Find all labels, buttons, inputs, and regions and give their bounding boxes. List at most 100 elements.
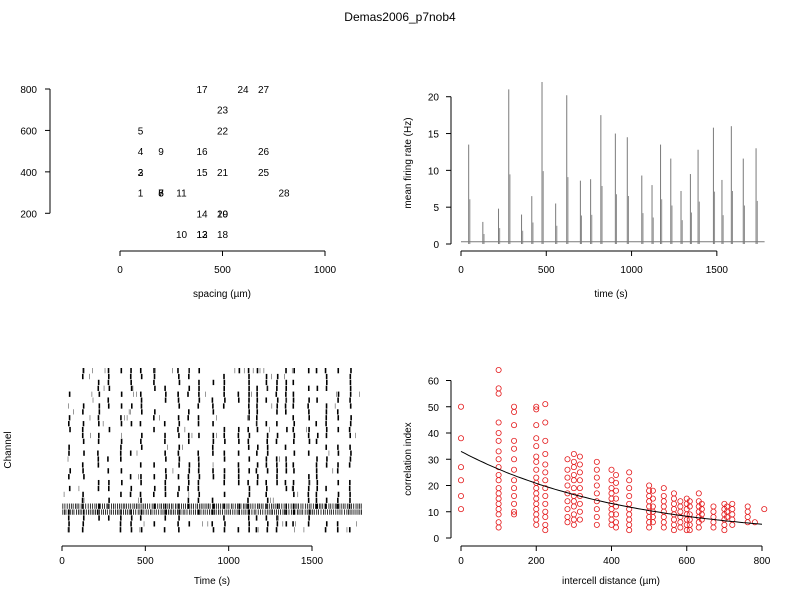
- data-point: [613, 495, 620, 502]
- data-point: [533, 458, 540, 465]
- data-point: [495, 490, 502, 497]
- data-point: [626, 516, 633, 523]
- data-point: [608, 477, 615, 484]
- data-point: [576, 469, 583, 476]
- data-point: [542, 469, 549, 476]
- y-axis-title: mean firing rate (Hz): [403, 117, 414, 208]
- data-point: [593, 521, 600, 528]
- data-point: [710, 508, 717, 515]
- electrode-label: 5: [138, 126, 144, 137]
- data-point: [576, 461, 583, 468]
- data-point: [533, 403, 540, 410]
- data-point: [495, 437, 502, 444]
- data-point: [511, 408, 518, 415]
- data-point: [564, 519, 571, 526]
- data-point: [683, 516, 690, 523]
- data-point: [710, 519, 717, 526]
- y-tick-label: 30: [428, 455, 440, 466]
- x-tick-label: 800: [754, 556, 771, 567]
- data-point: [457, 506, 464, 513]
- x-tick-label: 1500: [706, 265, 729, 276]
- data-point: [649, 503, 656, 510]
- data-point: [570, 503, 577, 510]
- data-point: [570, 485, 577, 492]
- electrode-label: 9: [158, 147, 164, 158]
- fit-curve: [460, 450, 763, 525]
- electrode-label: 26: [258, 147, 270, 158]
- data-point: [457, 492, 464, 499]
- data-point: [649, 514, 656, 521]
- y-tick-label: 5: [433, 203, 439, 214]
- electrode-label: 14: [196, 209, 208, 220]
- data-point: [626, 485, 633, 492]
- x-axis-title: spacing (µm): [193, 289, 251, 300]
- data-point: [626, 477, 633, 484]
- data-point: [710, 503, 717, 510]
- data-point: [660, 485, 667, 492]
- data-point: [576, 492, 583, 499]
- data-point: [511, 500, 518, 507]
- x-tick-label: 1000: [620, 265, 643, 276]
- data-point: [533, 495, 540, 502]
- data-point: [744, 514, 751, 521]
- data-point: [576, 516, 583, 523]
- x-axis-title: time (s): [594, 289, 627, 300]
- data-point: [613, 519, 620, 526]
- data-point: [542, 450, 549, 457]
- y-tick-label: 10: [428, 166, 440, 177]
- data-point: [593, 490, 600, 497]
- data-point: [626, 511, 633, 518]
- data-point: [570, 464, 577, 471]
- data-point: [511, 492, 518, 499]
- data-point: [593, 482, 600, 489]
- electrode-label: 27: [258, 85, 270, 96]
- y-tick-label: 20: [428, 482, 440, 493]
- data-point: [686, 527, 693, 534]
- x-tick-label: 500: [214, 265, 231, 276]
- data-point: [495, 385, 502, 392]
- electrode-label: 28: [278, 189, 290, 200]
- electrode-label: 25: [258, 168, 270, 179]
- electrode-label: 23: [217, 106, 229, 117]
- x-axis-title: Time (s): [194, 576, 230, 587]
- data-point: [533, 506, 540, 513]
- y-tick-label: 0: [433, 534, 439, 545]
- electrode-label: 16: [196, 147, 208, 158]
- data-point: [646, 498, 653, 505]
- data-point: [495, 477, 502, 484]
- data-point: [729, 511, 736, 518]
- y-tick-label: 50: [428, 403, 440, 414]
- electrode-label: 19: [217, 209, 229, 220]
- data-point: [660, 492, 667, 499]
- data-point: [511, 456, 518, 463]
- data-point: [457, 435, 464, 442]
- y-tick-label: 10: [428, 508, 440, 519]
- data-point: [542, 500, 549, 507]
- data-point: [511, 437, 518, 444]
- data-point: [542, 492, 549, 499]
- data-point: [721, 521, 728, 528]
- data-point: [613, 471, 620, 478]
- data-point: [729, 521, 736, 528]
- data-point: [533, 466, 540, 473]
- data-point: [542, 419, 549, 426]
- data-point: [570, 450, 577, 457]
- data-point: [576, 453, 583, 460]
- data-point: [761, 506, 768, 513]
- electrode-label: 6: [158, 189, 164, 200]
- data-point: [626, 469, 633, 476]
- data-point: [542, 485, 549, 492]
- data-point: [626, 492, 633, 499]
- data-point: [660, 498, 667, 505]
- data-point: [593, 506, 600, 513]
- electrode-label: 24: [237, 85, 249, 96]
- y-tick-label: 600: [20, 126, 37, 137]
- electrode-label: 18: [217, 230, 229, 241]
- data-point: [542, 401, 549, 408]
- data-point: [729, 500, 736, 507]
- data-point: [660, 503, 667, 510]
- x-tick-label: 0: [59, 556, 65, 567]
- electrode-label: 17: [196, 85, 208, 96]
- data-point: [457, 477, 464, 484]
